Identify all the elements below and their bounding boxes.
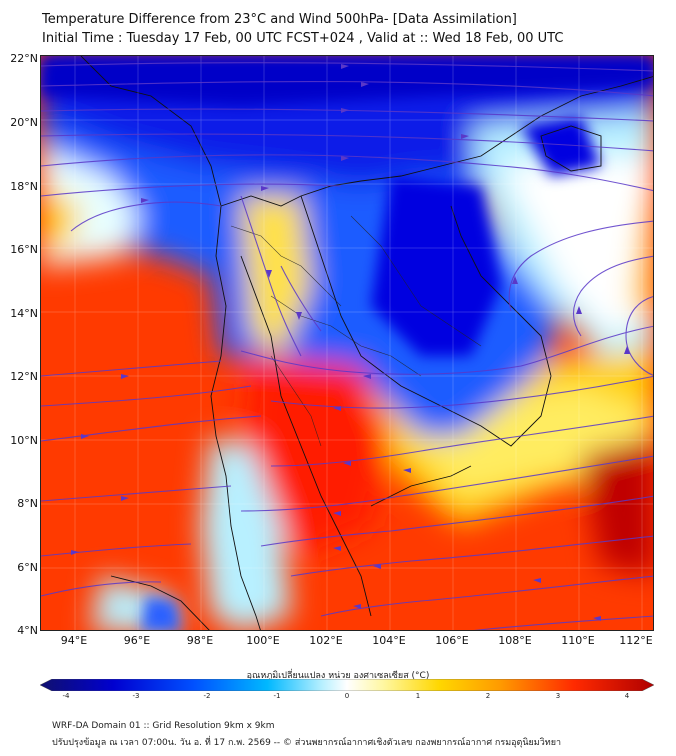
lat-label-10n: 10°N — [10, 434, 38, 447]
lat-label-18n: 18°N — [10, 180, 38, 193]
lat-label-4n: 4°N — [17, 624, 38, 637]
colorbar-tick: -3 — [132, 692, 140, 700]
gridlines — [41, 56, 653, 630]
lat-label-20n: 20°N — [10, 116, 38, 129]
lat-label-16n: 16°N — [10, 243, 38, 256]
lon-label-104e: 104°E — [372, 634, 406, 647]
map-canvas — [41, 56, 653, 630]
colorbar-tick: -1 — [273, 692, 281, 700]
lat-label-6n: 6°N — [17, 561, 38, 574]
colorbar-title: อุณหภูมิเปลี่ยนแปลง หน่วย องศาเซลเซียส (… — [246, 671, 430, 681]
wind-streamlines — [41, 62, 653, 630]
footer-credit: ปรับปรุงข้อมูล ณ เวลา 07:00น. วัน อ. ที่… — [52, 738, 562, 748]
colorbar-tick: 3 — [555, 692, 561, 700]
lon-label-94e: 94°E — [60, 634, 88, 647]
lon-label-102e: 102°E — [309, 634, 343, 647]
chart-title: Temperature Difference from 23°C and Win… — [42, 12, 517, 27]
coastlines — [80, 56, 653, 630]
lon-label-112e: 112°E — [619, 634, 653, 647]
colorbar — [40, 679, 654, 691]
lat-label-22n: 22°N — [10, 52, 38, 65]
temperature-wind-map — [40, 55, 654, 631]
lon-label-100e: 100°E — [246, 634, 280, 647]
lon-label-108e: 108°E — [498, 634, 532, 647]
lon-label-98e: 98°E — [186, 634, 214, 647]
lat-label-12n: 12°N — [10, 370, 38, 383]
colorbar-tick: 0 — [344, 692, 350, 700]
wind-arrowheads — [71, 64, 630, 621]
admin-borders — [230, 215, 482, 447]
colorbar-tick: 4 — [624, 692, 630, 700]
lon-label-96e: 96°E — [123, 634, 151, 647]
colorbar-tick: -2 — [203, 692, 211, 700]
temperature-field — [41, 56, 653, 630]
lat-label-8n: 8°N — [17, 497, 38, 510]
chart-subtitle: Initial Time : Tuesday 17 Feb, 00 UTC FC… — [42, 31, 564, 46]
lat-label-14n: 14°N — [10, 307, 38, 320]
colorbar-tick: -4 — [62, 692, 70, 700]
lon-label-106e: 106°E — [435, 634, 469, 647]
colorbar-tick: 1 — [415, 692, 421, 700]
colorbar-tick: 2 — [485, 692, 491, 700]
footer-model-info: WRF-DA Domain 01 :: Grid Resolution 9km … — [52, 721, 275, 731]
lon-label-110e: 110°E — [561, 634, 595, 647]
